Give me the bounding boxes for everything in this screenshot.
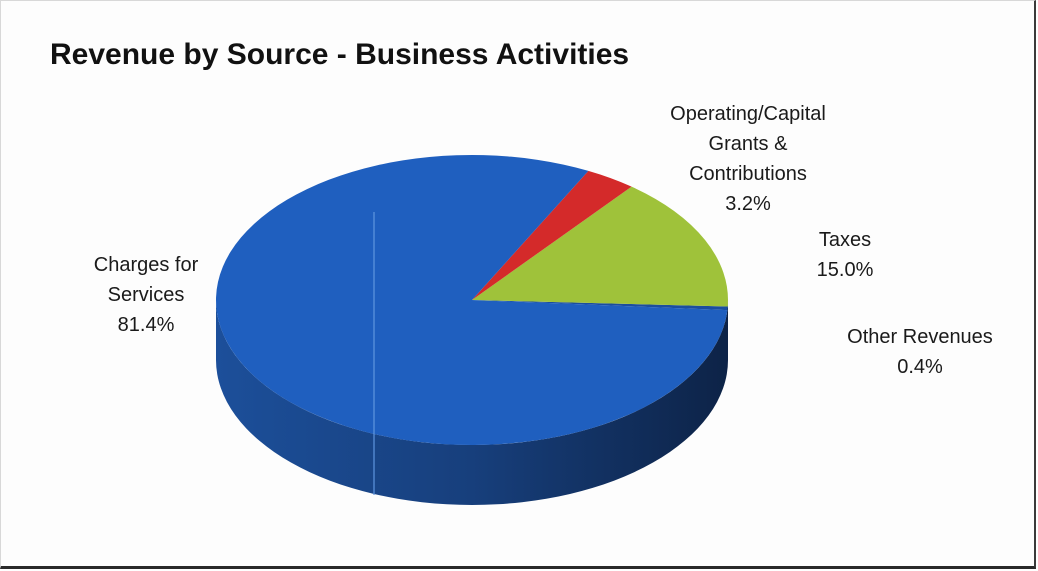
pie-top-face (216, 154, 728, 495)
pie-side-wall-surface (216, 300, 728, 505)
pie-slice-1 (472, 170, 632, 300)
pie-slice-2 (472, 186, 728, 307)
chart-title: Revenue by Source - Business Activities (50, 38, 630, 71)
pie-side-wall (216, 300, 728, 505)
slice-label-other-revenues: Other Revenues 0.4% (847, 326, 993, 378)
pie-slice-0 (216, 154, 728, 445)
slice-label-operating-capital-grants: Operating/Capital Grants & Contributions… (670, 103, 826, 215)
slice-label-taxes: Taxes 15.0% (816, 229, 874, 281)
pie-slice-3 (472, 300, 728, 311)
slice-label-charges-for-services: Charges for Services 81.4% (93, 254, 199, 336)
